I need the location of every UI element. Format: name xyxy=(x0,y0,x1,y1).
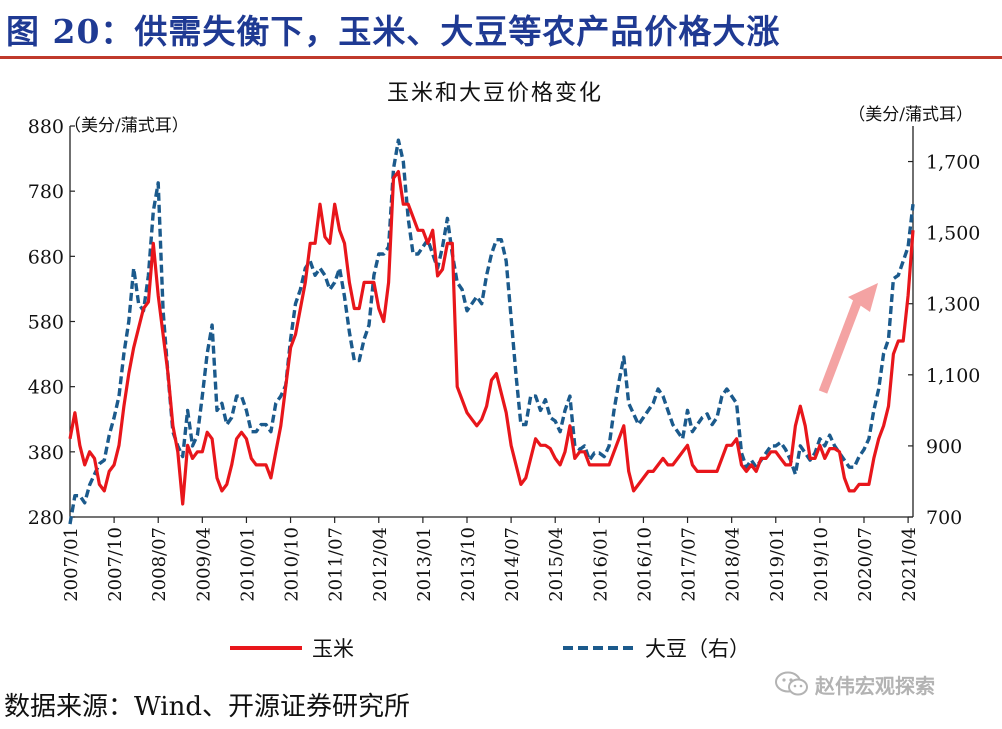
x-tick-label: 2010/01 xyxy=(237,527,258,602)
x-tick-label: 2012/04 xyxy=(370,527,391,602)
right-tick-label: 1,100 xyxy=(926,365,980,387)
legend-soybean-label: 大豆（右） xyxy=(645,637,750,661)
right-tick-label: 900 xyxy=(926,436,962,458)
x-tick-label: 2007/10 xyxy=(105,527,126,602)
left-tick-label: 680 xyxy=(28,246,64,268)
x-tick-label: 2016/10 xyxy=(634,527,655,602)
x-tick-label: 2013/10 xyxy=(458,527,479,602)
trend-arrow-shaft xyxy=(818,298,863,394)
legend-corn-label: 玉米 xyxy=(312,637,354,661)
left-axis-unit: （美分/蒲式耳） xyxy=(64,116,189,136)
watermark: 赵伟宏观探索 xyxy=(775,666,935,702)
corn-series-line xyxy=(68,170,915,506)
x-tick-label: 2013/01 xyxy=(414,527,435,602)
x-tick-label: 2020/07 xyxy=(855,527,876,602)
left-tick-label: 280 xyxy=(28,507,64,529)
watermark-text: 赵伟宏观探索 xyxy=(815,673,935,698)
x-tick-label: 2018/04 xyxy=(723,527,744,602)
legend: 玉米 大豆（右） xyxy=(230,637,750,661)
left-tick-label: 480 xyxy=(28,377,64,399)
x-tick-label: 2014/07 xyxy=(502,527,523,602)
data-source: 数据来源：Wind、开源证券研究所 xyxy=(4,691,410,722)
x-tick-label: 2011/07 xyxy=(326,527,347,602)
right-tick-label: 1,500 xyxy=(926,223,980,245)
trend-arrow-head xyxy=(848,283,878,312)
x-tick-label: 2007/01 xyxy=(61,527,82,602)
x-tick-label: 2016/01 xyxy=(590,527,611,602)
chart-title: 玉米和大豆价格变化 xyxy=(387,81,603,106)
right-tick-label: 1,700 xyxy=(926,152,980,174)
left-tick-label: 780 xyxy=(28,181,64,203)
figure-title: 图 20：供需失衡下，玉米、大豆等农产品价格大涨 xyxy=(6,12,781,51)
right-axis-unit: （美分/蒲式耳） xyxy=(848,105,973,125)
left-tick-label: 380 xyxy=(28,442,64,464)
x-tick-label: 2008/07 xyxy=(149,527,170,602)
header-rule xyxy=(0,56,1002,59)
soybean-series-line xyxy=(68,138,915,525)
chart-canvas: 玉米和大豆价格变化 （美分/蒲式耳） （美分/蒲式耳） 880 780 680 580… xyxy=(28,81,981,661)
wechat-icon xyxy=(775,671,808,696)
x-tick-label: 2009/04 xyxy=(193,527,214,602)
x-tick-label: 2015/04 xyxy=(546,527,567,602)
x-tick-label: 2019/10 xyxy=(811,527,832,602)
x-tick-label: 2021/04 xyxy=(899,527,920,602)
plot-area: 880 780 680 580 480 380 280 1,700 1,500 1,300 1,10… xyxy=(28,116,981,602)
figure-header: 图 20：供需失衡下，玉米、大豆等农产品价格大涨 xyxy=(0,0,1002,58)
x-tick-label: 2017/07 xyxy=(679,527,700,602)
right-tick-label: 1,300 xyxy=(926,294,980,316)
source-footer: 数据来源：Wind、开源证券研究所 xyxy=(4,684,410,724)
x-tick-label: 2019/01 xyxy=(767,527,788,602)
right-tick-label: 700 xyxy=(926,507,962,529)
x-tick-label: 2010/10 xyxy=(282,527,303,602)
left-tick-label: 880 xyxy=(28,116,64,138)
left-tick-label: 580 xyxy=(28,312,64,334)
